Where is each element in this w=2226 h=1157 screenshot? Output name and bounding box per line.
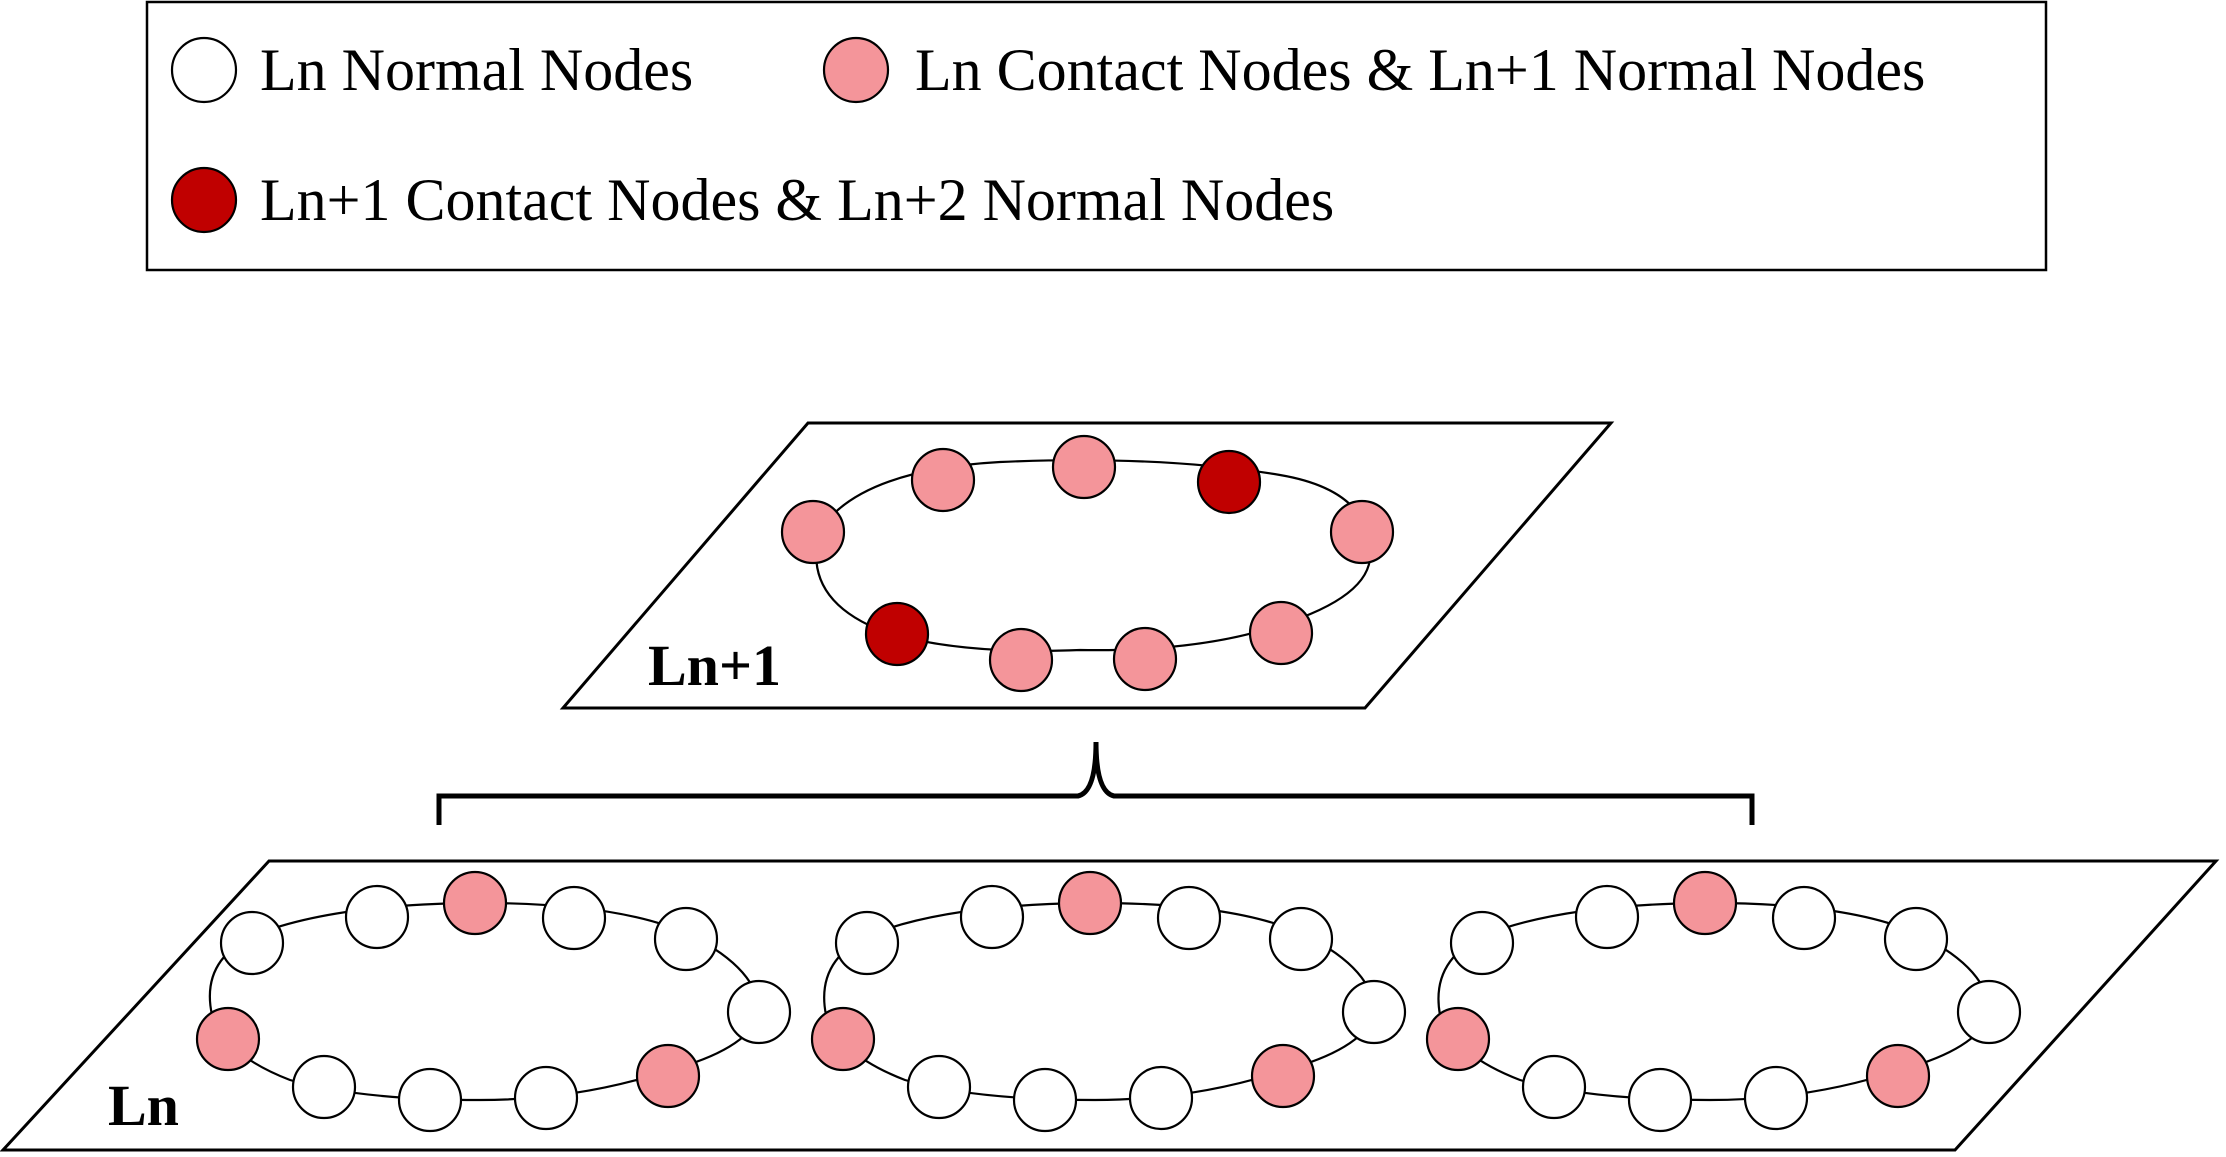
upper-ring-node-6 <box>1248 600 1314 666</box>
lower-ring-3-node-11 <box>1425 1006 1491 1072</box>
lower-ring-1-node-9 <box>397 1067 463 1133</box>
lower-ring-1-node-5 <box>653 906 719 972</box>
legend-swatch-normal <box>170 36 238 104</box>
upper-ring-node-9 <box>864 601 930 667</box>
lower-ring-3-node-4 <box>1771 885 1837 951</box>
lower-ring-3-node-2 <box>1574 884 1640 950</box>
upper-ring-node-4 <box>1196 449 1262 515</box>
upper-ring-node-1 <box>780 499 846 565</box>
lower-ring-1-node-7 <box>635 1043 701 1109</box>
upper-plane-label: Ln+1 <box>648 633 781 698</box>
lower-ring-1-node-6 <box>726 979 792 1045</box>
lower-ring-2-node-6 <box>1341 979 1407 1045</box>
lower-ring-2-node-5 <box>1268 906 1334 972</box>
lower-ring-2-node-10 <box>906 1054 972 1120</box>
lower-ring-3-node-7 <box>1865 1043 1931 1109</box>
lower-ring-1-node-4 <box>541 885 607 951</box>
lower-ring-1-node-2 <box>344 884 410 950</box>
lower-ring-2-node-4 <box>1156 885 1222 951</box>
lower-plane-label: Ln <box>108 1073 179 1138</box>
lower-ring-2-node-9 <box>1012 1067 1078 1133</box>
lower-ring-2-node-1 <box>834 910 900 976</box>
upper-ring-node-2 <box>910 447 976 513</box>
lower-ring-3-node-9 <box>1627 1067 1693 1133</box>
lower-ring-1-node-1 <box>219 910 285 976</box>
lower-ring-3-node-1 <box>1449 910 1515 976</box>
legend-label-upper-contact: Ln+1 Contact Nodes & Ln+2 Normal Nodes <box>260 167 1334 233</box>
lower-ring-nodes <box>195 870 2022 1133</box>
lower-ring-3-node-8 <box>1743 1065 1809 1131</box>
legend-swatch-upper-contact <box>170 166 238 234</box>
lower-ring-3-node-10 <box>1521 1054 1587 1120</box>
lower-ring-1-node-11 <box>195 1006 261 1072</box>
legend-box <box>145 0 2048 272</box>
legend-swatch-contact <box>822 36 890 104</box>
upper-ring-nodes <box>780 434 1395 693</box>
upper-ring-node-3 <box>1051 434 1117 500</box>
level-bracket <box>436 741 1755 825</box>
upper-ring-node-8 <box>988 627 1054 693</box>
lower-ring-2-node-11 <box>810 1006 876 1072</box>
upper-plane: Ln+1 <box>559 421 1615 710</box>
upper-ring-node-5 <box>1329 499 1395 565</box>
lower-ring-3-node-5 <box>1883 906 1949 972</box>
legend: Ln Normal Nodes Ln Contact Nodes & Ln+1 … <box>145 0 2048 272</box>
legend-label-normal: Ln Normal Nodes <box>260 37 693 103</box>
lower-ring-1-node-10 <box>291 1054 357 1120</box>
lower-ring-1-node-8 <box>513 1065 579 1131</box>
lower-ring-1-node-3 <box>442 870 508 936</box>
legend-label-contact: Ln Contact Nodes & Ln+1 Normal Nodes <box>915 37 1925 103</box>
lower-ring-2-node-3 <box>1057 870 1123 936</box>
lower-ring-2-node-2 <box>959 884 1025 950</box>
upper-ring-node-7 <box>1112 626 1178 692</box>
upper-plane-shape <box>559 421 1615 710</box>
lower-ring-2-node-8 <box>1128 1065 1194 1131</box>
lower-ring-2-node-7 <box>1250 1043 1316 1109</box>
lower-plane: Ln <box>0 859 2220 1152</box>
lower-ring-3-node-3 <box>1672 870 1738 936</box>
lower-ring-3-node-6 <box>1956 979 2022 1045</box>
